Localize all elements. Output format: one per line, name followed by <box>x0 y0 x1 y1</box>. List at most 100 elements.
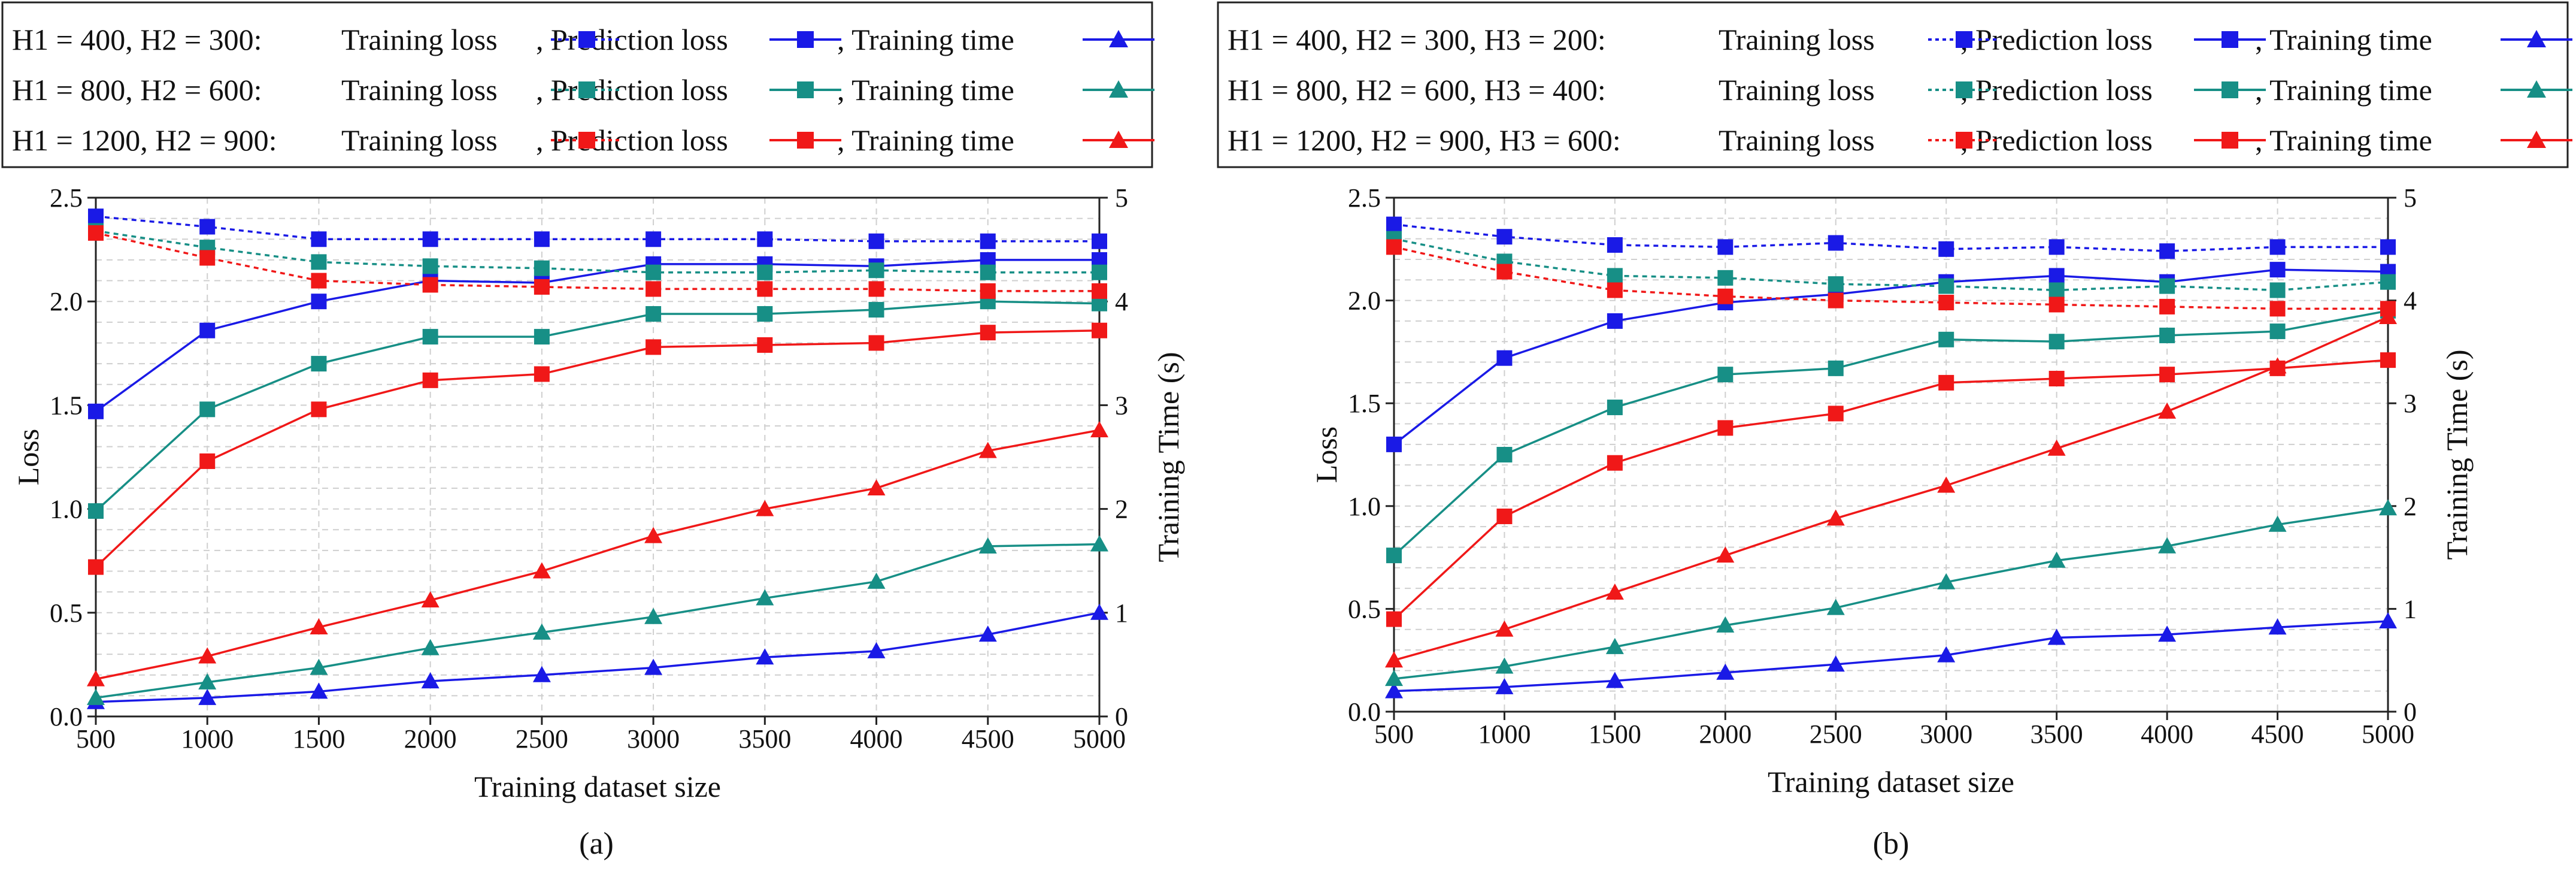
data-point-square <box>868 335 884 351</box>
data-point-triangle <box>978 537 997 554</box>
data-point-square <box>2159 367 2175 383</box>
data-point-square <box>199 322 216 338</box>
data-point-square <box>1607 400 1623 416</box>
x-tick-label: 3500 <box>2031 719 2083 749</box>
legend-config-label: H1 = 1200, H2 = 900: <box>12 123 277 157</box>
y-left-tick-label: 1.5 <box>1348 389 1381 418</box>
data-point-square <box>645 281 662 297</box>
data-point-triangle <box>1937 646 1956 663</box>
legend: H1 = 400, H2 = 300, H3 = 200: Training lo… <box>1217 1 2572 168</box>
legend-box <box>1217 1 2569 168</box>
legend-marker-square <box>578 132 595 149</box>
data-point-triangle <box>756 589 774 606</box>
series-line-training-time <box>95 612 1100 703</box>
data-point-triangle <box>2158 625 2177 642</box>
y-right-tick-label: 2 <box>2404 492 2417 521</box>
legend-row: H1 = 400, H2 = 300, H3 = 200: Training lo… <box>1228 23 2572 56</box>
data-point-square <box>2048 297 2065 313</box>
data-point-triangle <box>532 666 551 682</box>
x-tick-label: 1500 <box>292 724 345 754</box>
gridlines <box>1394 198 2388 712</box>
y-left-axis-label: Loss <box>11 429 45 485</box>
data-point-square <box>2269 323 2286 340</box>
series-group <box>1385 239 2397 668</box>
data-point-triangle <box>87 688 105 705</box>
data-point-triangle <box>1385 682 1403 698</box>
data-point-triangle <box>1385 670 1403 687</box>
data-point-triangle <box>1090 535 1108 552</box>
legend-marker-square <box>578 81 595 98</box>
legend: H1 = 400, H2 = 300: Training loss , Predic… <box>1 1 1154 168</box>
data-point-square <box>1386 216 1402 232</box>
x-tick-label: 2000 <box>1699 719 1751 749</box>
data-point-square <box>2048 282 2065 298</box>
data-point-triangle <box>867 642 886 658</box>
legend-term-1: , Prediction loss <box>536 123 728 157</box>
data-point-square <box>1496 264 1513 280</box>
data-point-triangle <box>1090 603 1108 620</box>
data-point-square <box>1607 282 1623 298</box>
legend-term-1: , Prediction loss <box>1960 123 2153 157</box>
data-point-triangle <box>1826 598 1845 615</box>
legend-marker-triangle <box>1109 80 1128 98</box>
data-point-triangle <box>2268 618 2287 635</box>
data-point-triangle <box>421 639 440 655</box>
data-point-square <box>1828 360 1844 376</box>
legend-term-0: Training loss <box>341 73 498 107</box>
data-point-square <box>980 325 996 341</box>
panel-label: (a) <box>579 827 614 861</box>
data-point-square <box>1607 455 1623 471</box>
y-right-tick-label: 1 <box>2404 594 2417 624</box>
data-point-triangle <box>2047 439 2066 456</box>
data-point-triangle <box>2268 515 2287 532</box>
data-point-square <box>1496 350 1513 366</box>
series-line-training-time <box>1393 316 2389 661</box>
y-left-tick-label: 0.0 <box>50 702 83 731</box>
legend-term-1: , Prediction loss <box>1960 73 2153 107</box>
series-group <box>87 223 1108 705</box>
y-right-tick-label: 4 <box>1115 287 1128 316</box>
data-point-square <box>1717 367 1734 383</box>
x-tick-label: 500 <box>76 724 116 754</box>
legend-term-2: , Training time <box>837 23 1014 56</box>
data-point-square <box>2159 298 2175 314</box>
data-point-triangle <box>310 618 328 635</box>
x-tick-label: 2000 <box>404 724 457 754</box>
series-line-prediction-loss <box>1393 268 2389 446</box>
legend-marker-square <box>1956 31 1972 48</box>
data-point-triangle <box>532 623 551 640</box>
x-tick-label: 2500 <box>516 724 568 754</box>
data-point-triangle <box>1826 655 1845 672</box>
data-point-triangle <box>644 658 663 675</box>
legend-marker-square <box>1956 132 1972 149</box>
data-point-triangle <box>1716 663 1735 680</box>
data-point-square <box>645 339 662 355</box>
data-point-triangle <box>756 500 774 516</box>
legend-marker-square <box>797 81 814 98</box>
data-point-square <box>88 208 104 225</box>
x-tick-label: 1000 <box>1478 719 1531 749</box>
series-line-training-loss <box>1393 246 2388 310</box>
data-point-triangle <box>310 682 328 699</box>
legend-marker-triangle <box>2527 80 2546 98</box>
data-point-square <box>534 231 550 247</box>
data-point-square <box>2159 327 2175 343</box>
data-point-triangle <box>867 572 886 589</box>
legend-row: H1 = 800, H2 = 600, H3 = 400: Training lo… <box>1228 73 2572 107</box>
data-point-triangle <box>198 647 217 664</box>
data-point-square <box>757 306 773 322</box>
legend-marker-triangle <box>2527 30 2546 47</box>
legend-term-2: , Training time <box>2255 123 2432 157</box>
data-point-triangle <box>1826 509 1845 526</box>
plot-frame <box>1393 196 2389 713</box>
data-point-square <box>1607 237 1623 253</box>
legend-term-1: , Prediction loss <box>536 23 728 56</box>
series-line-prediction-loss <box>95 329 1100 568</box>
data-point-triangle <box>1495 620 1514 637</box>
legend-term-0: Training loss <box>1719 23 1875 56</box>
legend-marker-square <box>2222 132 2238 149</box>
data-point-triangle <box>978 441 997 458</box>
data-point-triangle <box>978 625 997 642</box>
y-right-tick-label: 3 <box>1115 391 1128 420</box>
data-point-triangle <box>421 591 440 608</box>
